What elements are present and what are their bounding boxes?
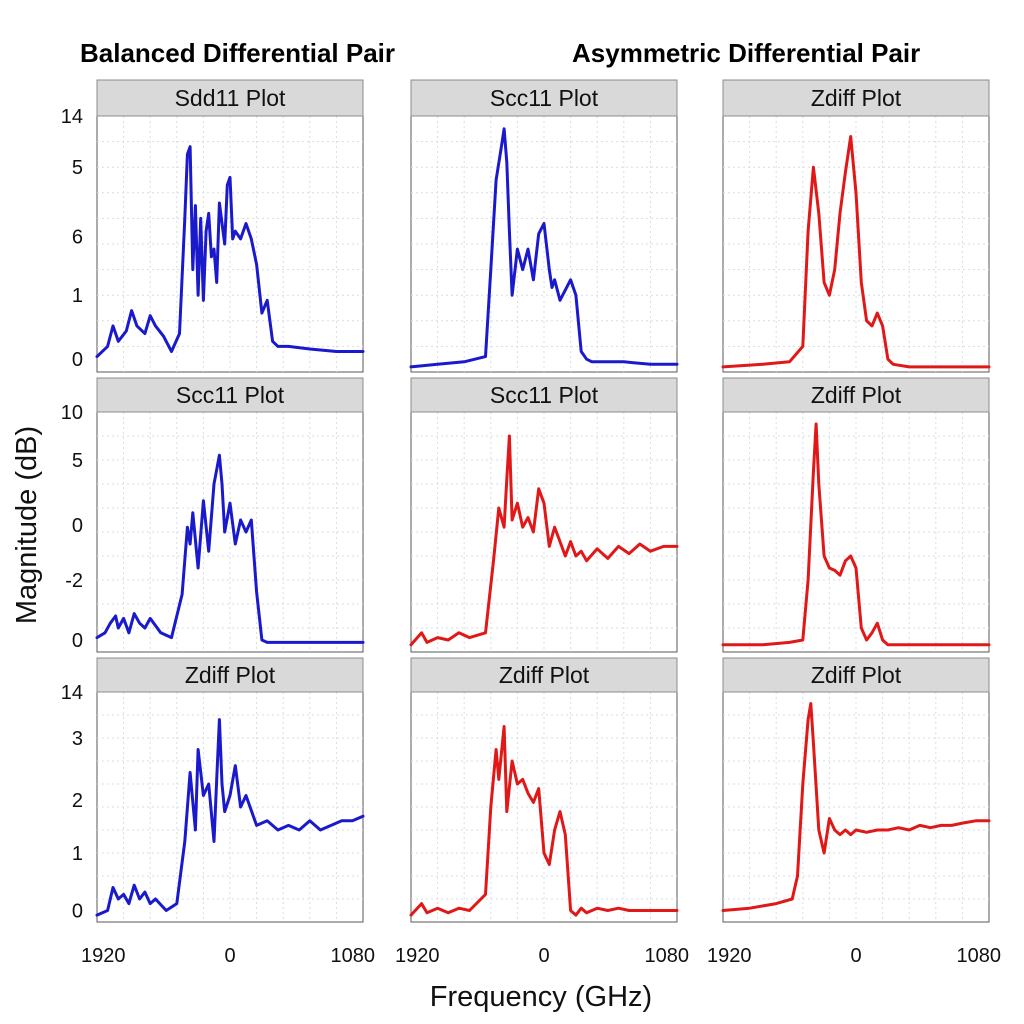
panel-header — [722, 377, 990, 413]
panel-header — [722, 79, 990, 117]
panel-header — [96, 79, 364, 117]
x-tick-label: 1080 — [331, 945, 376, 967]
x-tick-label: 1920 — [707, 945, 752, 967]
x-tick-label: 0 — [850, 945, 861, 967]
series-line — [721, 135, 991, 369]
y-tick-label: 1 — [72, 843, 83, 865]
x-tick-label: 0 — [538, 945, 549, 967]
panel-0-2: Zdiff Plot — [721, 79, 991, 373]
y-tick-label: 14 — [61, 682, 83, 704]
series-line — [409, 127, 679, 369]
panel-header — [96, 377, 364, 413]
panel-title: Zdiff Plot — [185, 662, 276, 688]
series-line — [95, 718, 365, 917]
y-tick-label: -2 — [65, 570, 83, 592]
x-tick-label: 1080 — [957, 945, 1002, 967]
x-tick-label: 1920 — [395, 945, 440, 967]
x-tick-label: 1080 — [645, 945, 690, 967]
y-tick-label: 0 — [72, 630, 83, 652]
panel-1-2: Zdiff Plot — [721, 377, 991, 653]
panel-0-1: Scc11 Plot — [409, 79, 679, 373]
panel-header — [410, 377, 678, 413]
panel-2-2: Zdiff Plot 1920 0 1080 — [707, 657, 1002, 967]
series-line — [721, 422, 991, 647]
y-tick-label: 0 — [72, 349, 83, 371]
y-tick-label: 2 — [72, 790, 83, 812]
panel-title: Scc11 Plot — [176, 382, 285, 408]
y-tick-label: 10 — [61, 402, 83, 424]
panel-title: Scc11 Plot — [490, 85, 599, 111]
y-tick-label: 14 — [61, 106, 83, 128]
y-tick-label: 6 — [72, 226, 83, 248]
panel-2-0: Zdiff Plot 14 3 2 1 0 1920 0 1080 — [61, 657, 376, 967]
y-axis-label: Magnitude (dB) — [11, 426, 43, 624]
panel-header — [722, 657, 990, 693]
series-line — [95, 453, 365, 644]
panel-1-0: Scc11 Plot 10 5 0 -2 0 — [61, 377, 365, 653]
y-tick-label: 5 — [72, 157, 83, 179]
panel-header — [410, 657, 678, 693]
series-line — [721, 702, 991, 912]
panel-title: Zdiff Plot — [811, 382, 902, 408]
series-line — [409, 725, 679, 917]
panel-header — [96, 657, 364, 693]
panel-1-1: Scc11 Plot — [409, 377, 679, 653]
y-tick-label: 0 — [72, 901, 83, 923]
panel-title: Scc11 Plot — [490, 382, 599, 408]
panel-title: Zdiff Plot — [811, 662, 902, 688]
panel-title: Zdiff Plot — [499, 662, 590, 688]
x-tick-label: 1920 — [81, 945, 126, 967]
series-line — [409, 434, 679, 647]
y-tick-label: 1 — [72, 285, 83, 307]
x-tick-label: 0 — [224, 945, 235, 967]
left-group-title: Balanced Differential Pair — [80, 38, 395, 68]
panel-0-0: Sdd11 Plot 14 5 6 1 0 — [61, 79, 365, 373]
panel-title: Zdiff Plot — [811, 85, 902, 111]
y-tick-label: 0 — [72, 515, 83, 537]
y-tick-label: 5 — [72, 450, 83, 472]
right-group-title: Asymmetric Differential Pair — [572, 38, 920, 68]
y-tick-label: 3 — [72, 728, 83, 750]
panel-header — [410, 79, 678, 117]
panel-2-1: Zdiff Plot 1920 0 1080 — [395, 657, 690, 967]
panel-title: Sdd11 Plot — [175, 85, 286, 111]
series-line — [95, 145, 365, 359]
x-axis-label: Frequency (GHz) — [430, 981, 652, 1013]
